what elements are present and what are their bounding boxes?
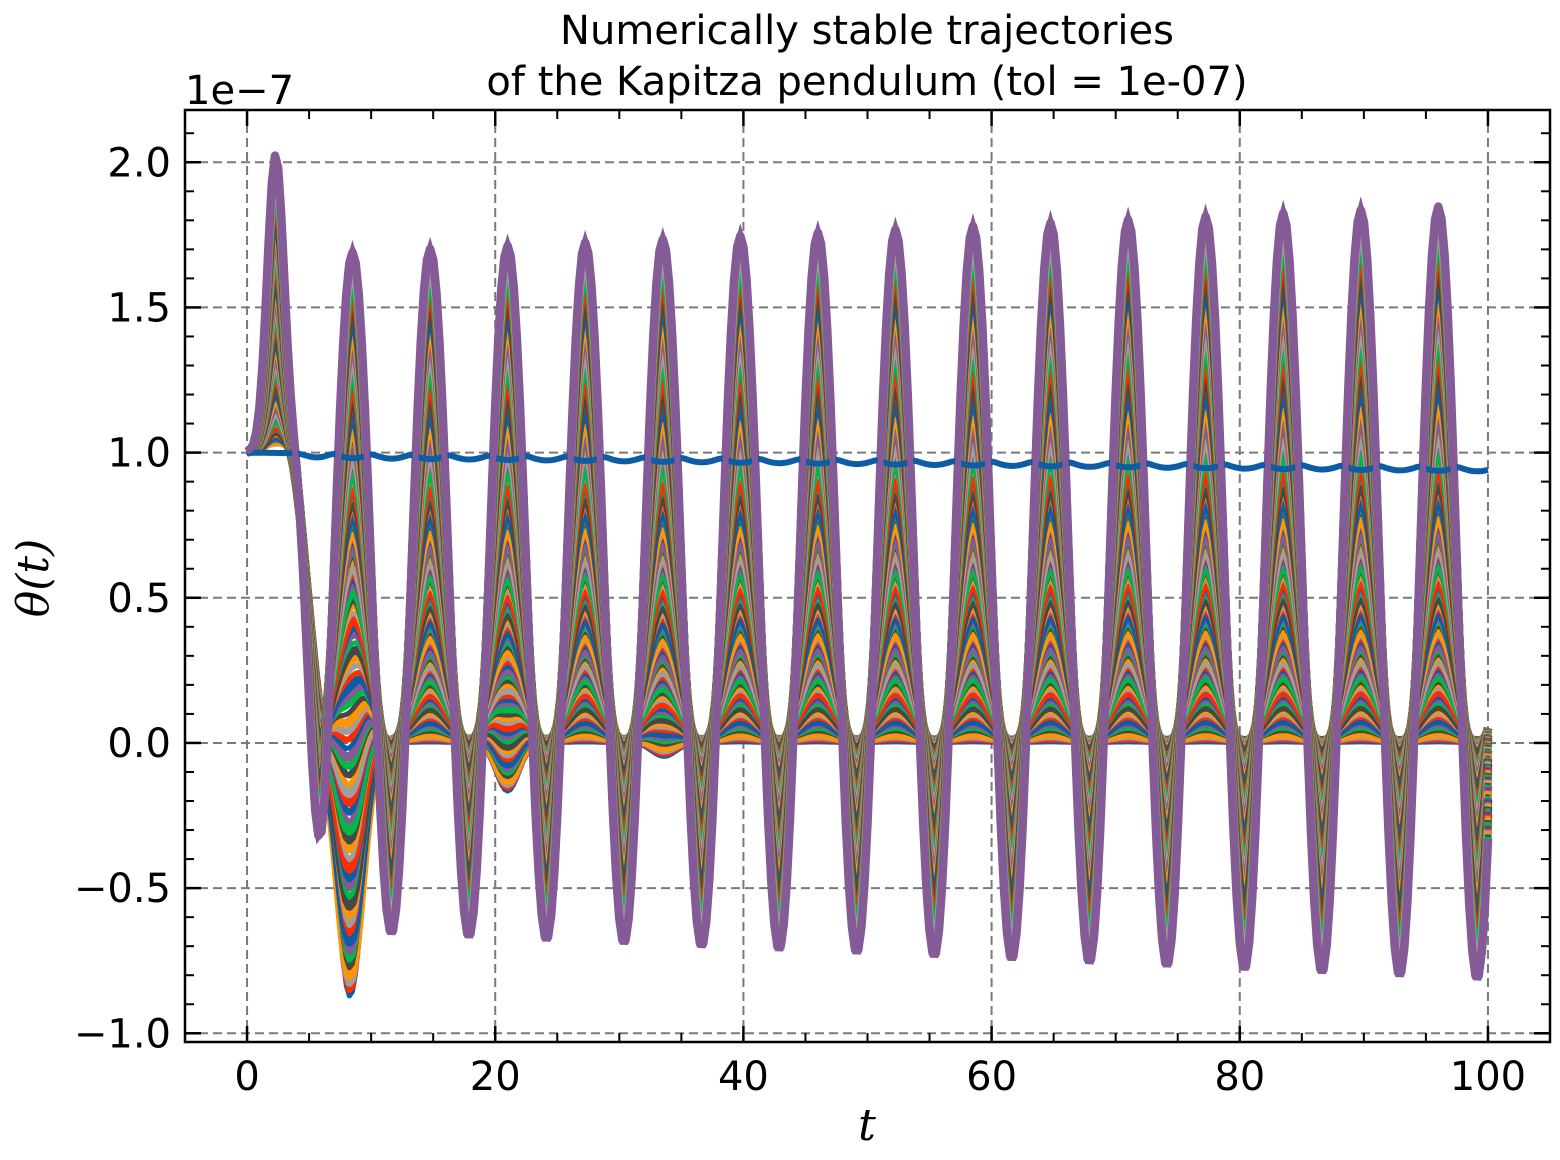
- y-tick-labels: −1.0 −0.5 0.0 0.5 1.0 1.5 2.0: [74, 140, 171, 1057]
- y-tick-label-5: 1.5: [107, 285, 171, 331]
- series-line-top: [245, 153, 1491, 981]
- x-tick-label-2: 40: [718, 1054, 769, 1100]
- chart-title-line-1: Numerically stable trajectories: [560, 8, 1174, 54]
- y-tick-label-6: 2.0: [107, 140, 171, 186]
- chart-title-line-2: of the Kapitza pendulum (tol = 1e-07): [486, 59, 1247, 105]
- x-tick-label-1: 20: [470, 1054, 521, 1100]
- x-tick-label-0: 0: [234, 1054, 259, 1100]
- series-group: [244, 151, 1493, 999]
- y-tick-label-0: −1.0: [74, 1011, 171, 1057]
- y-axis-label: θ(t): [8, 539, 59, 618]
- y-tick-label-3: 0.5: [107, 576, 171, 622]
- x-tick-label-5: 100: [1450, 1054, 1526, 1100]
- x-tick-label-3: 60: [966, 1054, 1017, 1100]
- y-tick-label-4: 1.0: [107, 431, 171, 477]
- x-tick-labels: 0 20 40 60 80 100: [234, 1054, 1526, 1100]
- y-tick-label-1: −0.5: [74, 866, 171, 912]
- y-axis-offset-label: 1e−7: [185, 68, 294, 114]
- x-axis-label: t: [858, 1100, 876, 1151]
- ticks: [184, 110, 1551, 1042]
- series-line-flat: [247, 449, 1489, 475]
- y-tick-label-2: 0.0: [107, 721, 171, 767]
- x-tick-label-4: 80: [1214, 1054, 1265, 1100]
